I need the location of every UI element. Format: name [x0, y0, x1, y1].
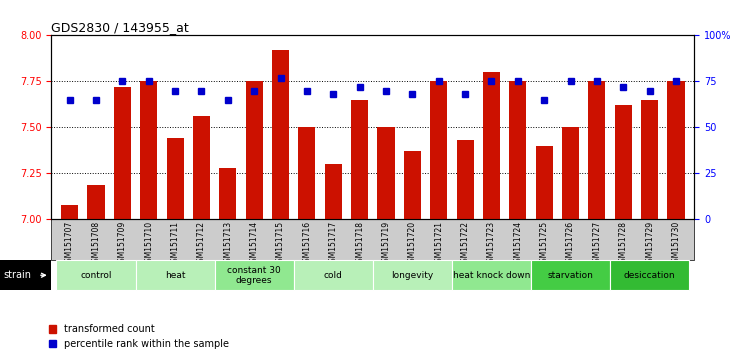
- Text: constant 30
degrees: constant 30 degrees: [227, 266, 281, 285]
- Bar: [377, 127, 395, 219]
- Bar: [562, 127, 579, 219]
- Bar: [641, 100, 658, 219]
- Bar: [615, 105, 632, 219]
- Bar: [140, 81, 157, 219]
- Bar: [272, 50, 289, 219]
- Text: GDS2830 / 143955_at: GDS2830 / 143955_at: [51, 21, 189, 34]
- Text: starvation: starvation: [548, 271, 594, 280]
- Bar: [588, 81, 605, 219]
- Bar: [246, 81, 262, 219]
- Text: strain: strain: [4, 270, 31, 280]
- Bar: [430, 81, 447, 219]
- Text: control: control: [80, 271, 112, 280]
- Text: heat: heat: [164, 271, 186, 280]
- Bar: [298, 127, 316, 219]
- Bar: [536, 146, 553, 219]
- Bar: [219, 168, 236, 219]
- Bar: [167, 138, 183, 219]
- Bar: [483, 72, 500, 219]
- Bar: [404, 152, 421, 219]
- Bar: [114, 87, 131, 219]
- Legend: transformed count, percentile rank within the sample: transformed count, percentile rank withi…: [49, 324, 230, 349]
- Bar: [325, 164, 342, 219]
- Text: heat knock down: heat knock down: [452, 271, 530, 280]
- Text: longevity: longevity: [391, 271, 433, 280]
- Bar: [667, 81, 684, 219]
- Bar: [351, 100, 368, 219]
- Bar: [193, 116, 210, 219]
- Bar: [61, 205, 78, 219]
- Text: desiccation: desiccation: [624, 271, 675, 280]
- Bar: [457, 140, 474, 219]
- Text: cold: cold: [324, 271, 343, 280]
- Bar: [510, 81, 526, 219]
- Bar: [88, 184, 105, 219]
